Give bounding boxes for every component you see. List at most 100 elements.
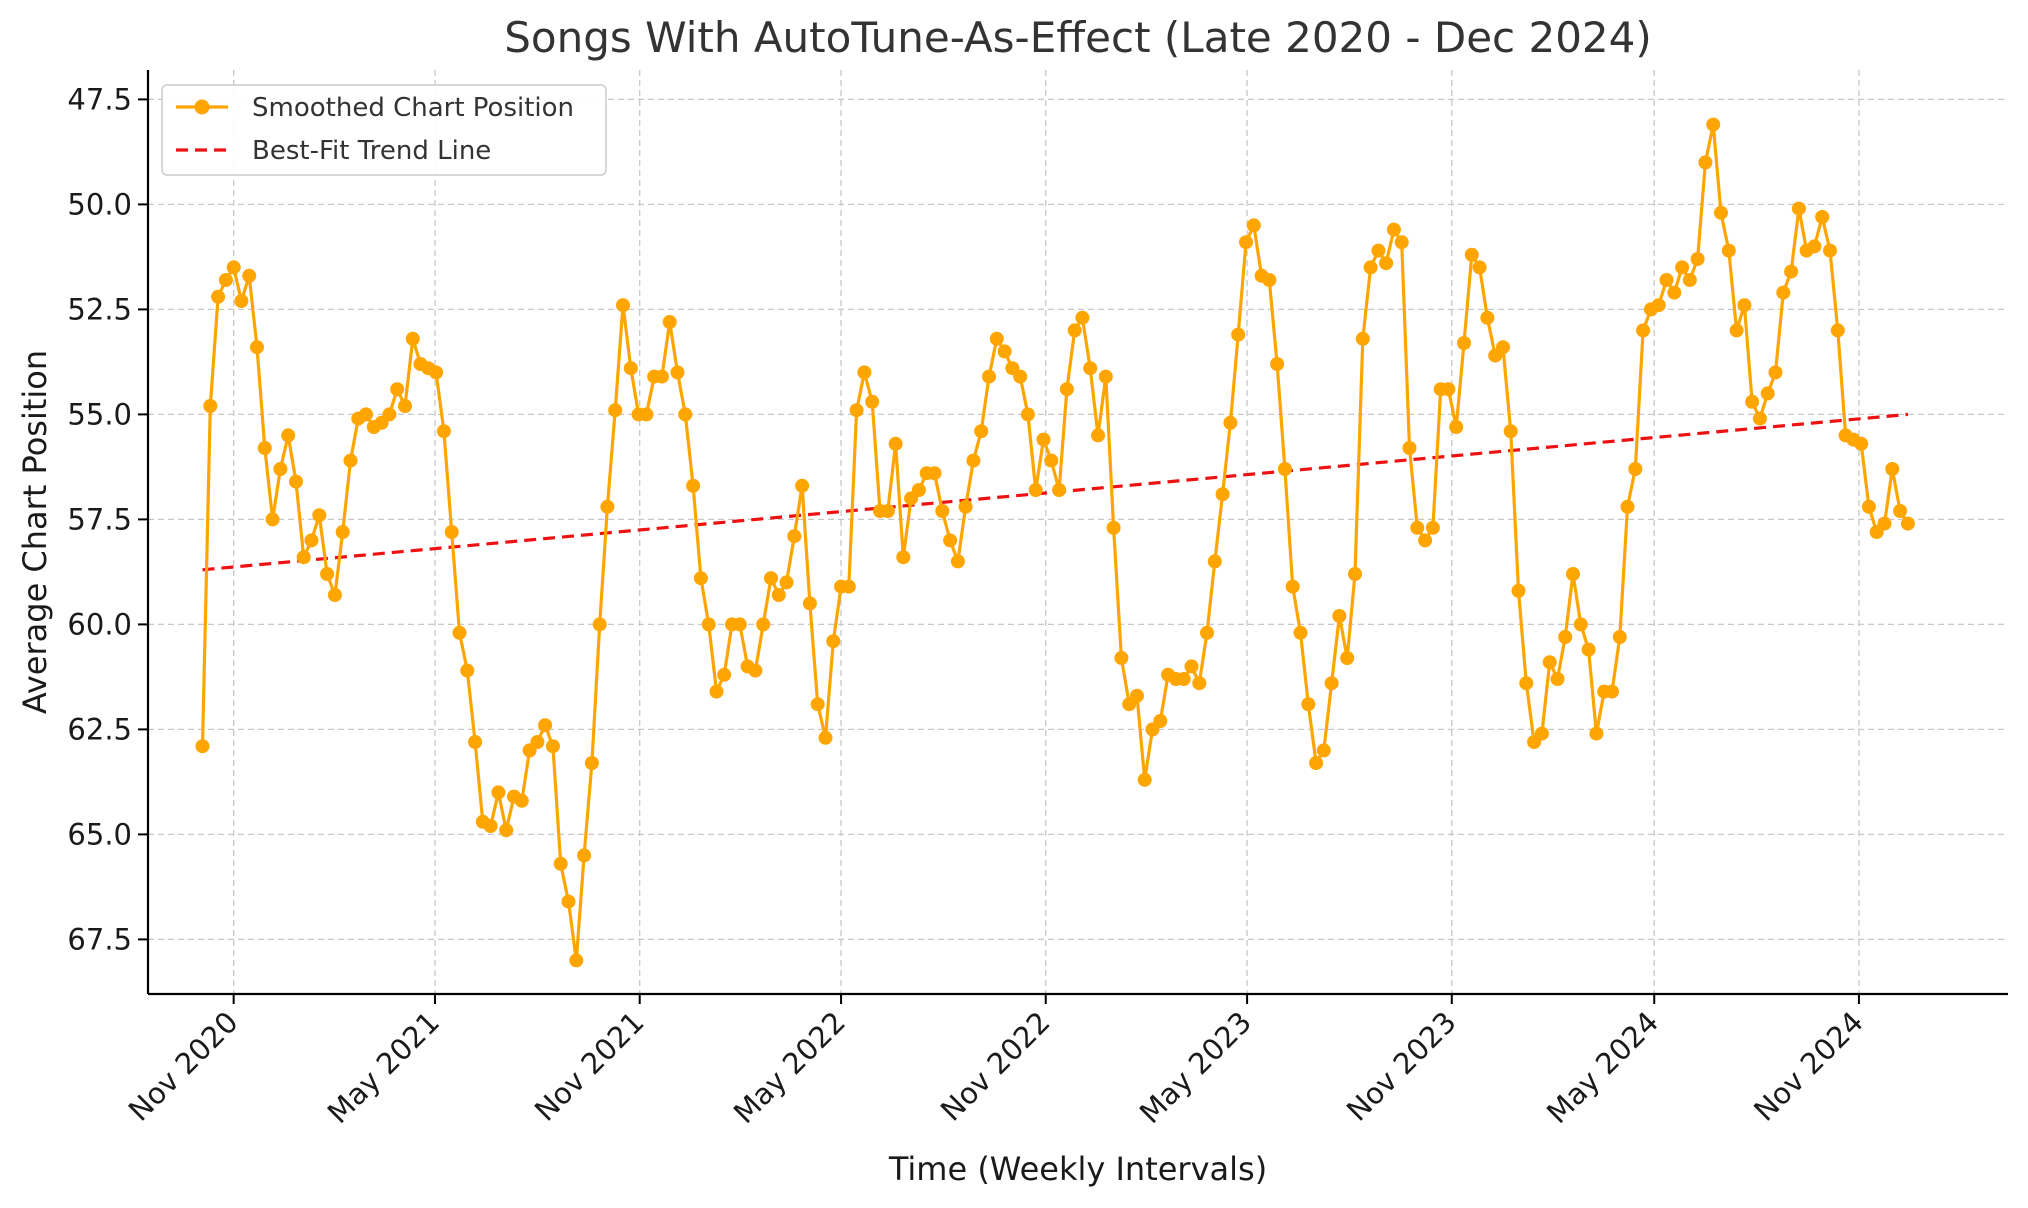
data-point xyxy=(398,399,412,413)
data-point xyxy=(1137,772,1152,787)
data-point xyxy=(530,735,545,749)
data-point xyxy=(1581,642,1596,657)
data-point xyxy=(1612,630,1627,644)
data-point xyxy=(1332,609,1347,623)
data-point xyxy=(616,298,630,313)
data-point xyxy=(888,436,903,451)
data-point xyxy=(826,634,841,649)
data-point xyxy=(281,428,296,443)
y-tick-label: 55.0 xyxy=(67,397,132,431)
data-point xyxy=(717,667,732,682)
data-point xyxy=(732,617,747,632)
data-point xyxy=(405,331,420,346)
data-point xyxy=(1791,201,1806,216)
y-tick-label: 57.5 xyxy=(67,502,132,536)
data-point xyxy=(1714,205,1728,220)
data-point xyxy=(974,424,989,439)
y-tick-label: 50.0 xyxy=(67,187,132,221)
data-point xyxy=(1496,340,1510,355)
data-point xyxy=(982,369,996,384)
data-point xyxy=(1558,630,1573,644)
data-point xyxy=(1480,310,1495,325)
data-point xyxy=(257,441,272,455)
data-point xyxy=(491,785,506,800)
data-point xyxy=(234,294,249,308)
data-point xyxy=(1823,243,1837,258)
data-point xyxy=(670,365,685,380)
data-point xyxy=(966,453,981,468)
data-point xyxy=(1441,382,1456,397)
data-point xyxy=(1737,298,1752,313)
data-point xyxy=(1301,697,1316,712)
data-point xyxy=(1184,659,1199,674)
data-point xyxy=(1402,441,1417,455)
data-point xyxy=(195,739,210,754)
data-point xyxy=(1511,583,1526,598)
data-point xyxy=(1893,504,1908,518)
data-point xyxy=(686,478,701,493)
data-point xyxy=(927,466,942,481)
data-point xyxy=(250,340,264,355)
chart-title: Songs With AutoTune-As-Effect (Late 2020… xyxy=(504,13,1652,62)
data-point xyxy=(1566,567,1580,581)
data-point xyxy=(1192,676,1207,691)
data-point xyxy=(218,273,233,287)
data-point xyxy=(1534,726,1549,741)
data-point xyxy=(701,617,716,632)
data-point xyxy=(1605,684,1619,699)
data-point xyxy=(226,260,241,275)
data-point xyxy=(950,554,965,569)
data-point xyxy=(958,499,973,514)
data-point xyxy=(1270,357,1285,371)
data-point xyxy=(764,571,778,586)
data-point xyxy=(1223,415,1238,430)
legend-marker-smoothed xyxy=(194,99,210,115)
data-point xyxy=(1807,239,1822,254)
y-tick-label: 47.5 xyxy=(67,82,132,116)
data-point xyxy=(436,424,451,439)
x-tick-label: May 2023 xyxy=(1133,1005,1258,1130)
data-point xyxy=(1098,369,1113,384)
data-point xyxy=(483,819,498,833)
data-point xyxy=(1324,676,1339,691)
data-point xyxy=(1519,676,1534,691)
legend: Smoothed Chart Position Best-Fit Trend L… xyxy=(161,84,607,176)
data-point xyxy=(1176,672,1191,686)
data-point xyxy=(584,756,599,770)
data-point xyxy=(1083,361,1098,376)
data-point xyxy=(880,504,895,518)
data-point xyxy=(1293,625,1308,640)
data-point xyxy=(1784,264,1799,279)
x-tick-label: May 2021 xyxy=(321,1005,446,1130)
data-point xyxy=(896,550,911,565)
data-point xyxy=(1410,520,1425,535)
data-point xyxy=(779,575,794,590)
data-point xyxy=(989,331,1004,346)
data-point xyxy=(1044,453,1059,468)
data-point xyxy=(943,533,958,548)
data-point xyxy=(1020,407,1035,422)
legend-label-trend: Best-Fit Trend Line xyxy=(252,136,491,166)
data-point xyxy=(1815,210,1830,224)
data-point xyxy=(1628,462,1643,476)
data-point xyxy=(1200,625,1214,640)
data-point xyxy=(1675,260,1690,275)
data-point xyxy=(865,394,880,409)
data-point xyxy=(608,403,623,418)
data-point xyxy=(623,361,638,376)
data-point xyxy=(1690,252,1705,266)
grid xyxy=(148,70,2008,994)
data-point xyxy=(296,550,311,565)
data-point xyxy=(787,529,802,544)
data-point xyxy=(452,625,467,640)
data-point xyxy=(1885,462,1900,476)
data-point xyxy=(709,684,724,699)
data-point xyxy=(304,533,319,548)
smoothed-position-series xyxy=(195,117,1915,968)
data-point xyxy=(1503,424,1518,439)
data-point xyxy=(577,848,592,863)
data-point xyxy=(382,407,397,422)
data-point xyxy=(1542,655,1557,670)
data-point xyxy=(390,382,405,397)
data-point xyxy=(1472,260,1487,275)
